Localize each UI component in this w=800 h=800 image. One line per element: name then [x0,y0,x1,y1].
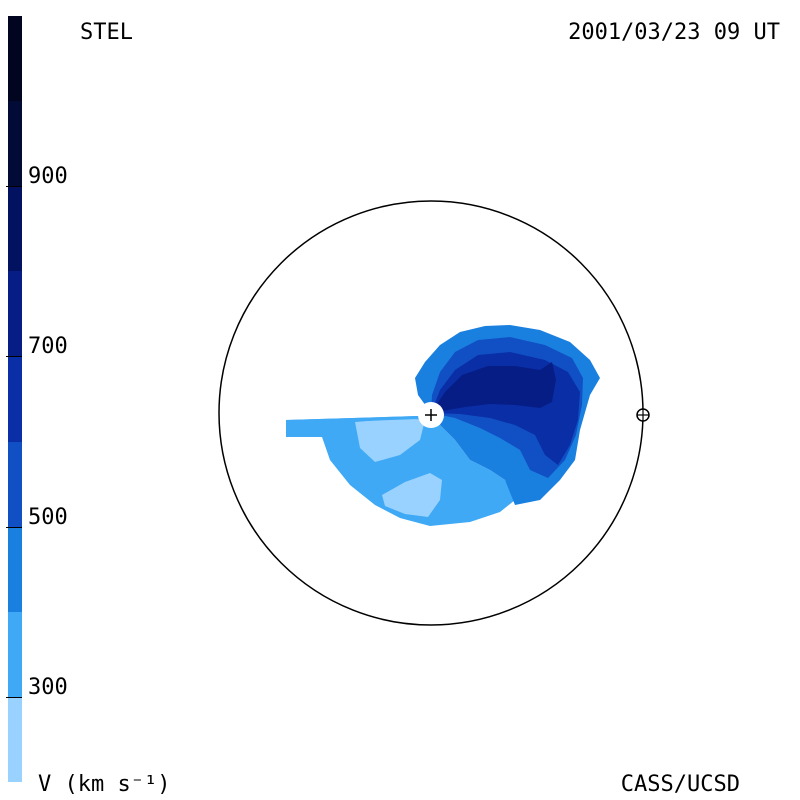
credit-label: CASS/UCSD [620,772,740,797]
colorbar-tick-label: 700 [28,334,68,360]
colorbar-band [8,696,22,782]
datetime-label: 2001/03/23 09 UT [568,20,780,45]
colorbar-tick [6,356,22,358]
velocity-region-250-b [382,473,442,517]
colorbar-band [8,441,22,527]
velocity-colorbar [8,16,22,782]
colorbar-tick [6,696,22,698]
velocity-region-750 [431,362,556,413]
observatory-label: STEL [80,20,133,45]
colorbar-tick [6,526,22,528]
colorbar-band [8,101,22,187]
velocity-ray [286,416,418,424]
colorbar-tick [6,186,22,188]
colorbar-band [8,526,22,612]
earth-circle-plus-icon [636,408,650,422]
colorbar-band [8,356,22,442]
colorbar-band [8,186,22,272]
velocity-map [286,325,600,526]
colorbar-tick-label: 500 [28,504,68,530]
colorbar-tick-label: 900 [28,164,68,190]
colorbar-band [8,271,22,357]
velocity-region-250-a [355,418,425,462]
colorbar-band [8,16,22,102]
colorbar-band [8,611,22,697]
velocity-region-350 [286,413,515,526]
sun-plus-icon [418,402,444,428]
colorbar-tick-label: 300 [28,674,68,700]
velocity-unit-label: V (km s⁻¹) [38,772,171,797]
